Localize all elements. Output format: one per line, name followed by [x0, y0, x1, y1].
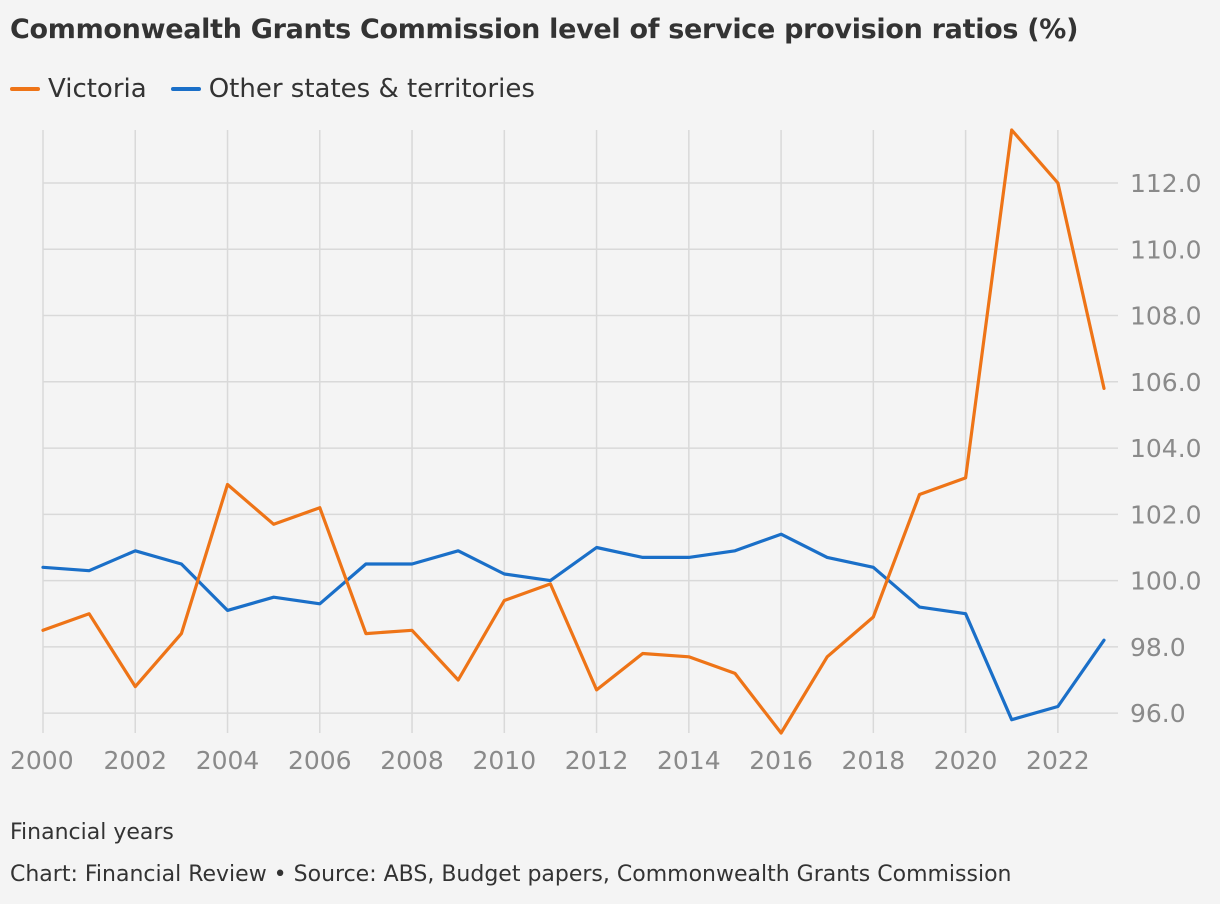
legend-swatch-other-states [170, 87, 201, 91]
x-tick-label-2008: 2008 [380, 746, 444, 775]
y-tick-label-98.0: 98.0 [1130, 633, 1186, 662]
series-line-victoria [41, 128, 1106, 735]
y-tick-label-104.0: 104.0 [1130, 434, 1202, 463]
series-line-other-states-territories [41, 532, 1106, 722]
x-tick-label-2004: 2004 [196, 746, 260, 775]
legend-item-victoria: Victoria [10, 74, 147, 104]
x-tick-label-2002: 2002 [103, 746, 167, 775]
x-tick-label-2010: 2010 [472, 746, 536, 775]
legend-label-other-states: Other states & territories [208, 74, 535, 104]
line-chart: 96.0 98.0 100.0 102.0 104.0 106.0 108.0 110.0 11… [10, 128, 1202, 775]
y-tick-label-96.0: 96.0 [1130, 699, 1186, 728]
x-tick-label-2018: 2018 [842, 746, 906, 775]
x-tick-label-2014: 2014 [657, 746, 721, 775]
x-tick-label-2016: 2016 [749, 746, 813, 775]
y-tick-label-102.0: 102.0 [1130, 500, 1202, 529]
legend-label-victoria: Victoria [48, 74, 147, 104]
x-tick-label-2012: 2012 [565, 746, 629, 775]
chart-legend: Victoria Other states & territories [10, 74, 559, 104]
x-tick-label-2020: 2020 [934, 746, 998, 775]
x-tick-label-2000: 2000 [10, 746, 74, 775]
legend-item-other-states: Other states & territories [170, 74, 535, 104]
x-tick-label-2022: 2022 [1026, 746, 1090, 775]
y-tick-label-112.0: 112.0 [1130, 169, 1202, 198]
chart-title: Commonwealth Grants Commission level of … [10, 14, 1079, 45]
y-tick-label-110.0: 110.0 [1130, 235, 1202, 264]
y-tick-label-100.0: 100.0 [1130, 567, 1202, 596]
y-tick-label-106.0: 106.0 [1130, 368, 1202, 397]
x-tick-label-2006: 2006 [288, 746, 352, 775]
chart-source: Chart: Financial Review • Source: ABS, B… [10, 862, 1012, 887]
y-tick-label-108.0: 108.0 [1130, 302, 1202, 331]
x-axis-label: Financial years [10, 820, 174, 845]
legend-swatch-victoria [10, 87, 40, 91]
